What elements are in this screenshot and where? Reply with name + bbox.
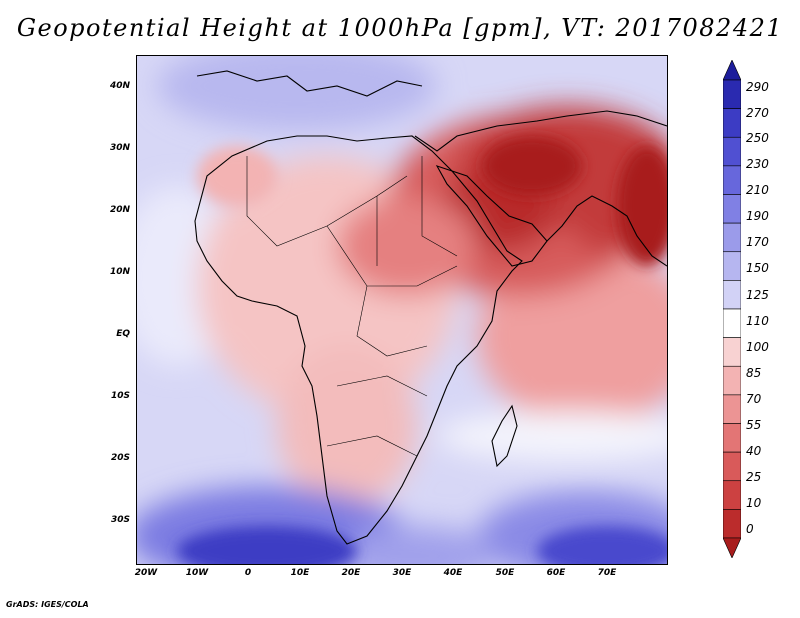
colorbar-label: 110 — [746, 314, 769, 328]
colorbar-segment — [723, 280, 741, 310]
map-area — [136, 55, 668, 565]
colorbar-label: 170 — [746, 235, 769, 249]
lon-label-70e: 70E — [597, 568, 617, 578]
colorbar-label: 250 — [746, 131, 769, 145]
colorbar-segment — [723, 308, 741, 338]
lon-label-0: 0 — [244, 568, 252, 578]
colorbar-label: 85 — [746, 366, 762, 380]
country-borders — [246, 156, 458, 457]
lat-label-10s: 10S — [110, 391, 130, 401]
lon-label-60e: 60E — [546, 568, 566, 578]
colorbar-segment — [723, 79, 741, 109]
colorbar-label: 210 — [746, 183, 769, 197]
colorbar-label: 150 — [746, 261, 769, 275]
colorbar-segment — [723, 365, 741, 396]
colorbar-label: 25 — [746, 470, 762, 484]
lon-label-30e: 30E — [392, 568, 412, 578]
colorbar-label: 290 — [746, 80, 769, 94]
lon-label-50e: 50E — [495, 568, 515, 578]
colorbar-segment — [723, 423, 741, 453]
lon-label-20e: 20E — [341, 568, 361, 578]
colorbar-label: 55 — [746, 418, 762, 432]
lat-label-eq: EQ — [116, 329, 130, 339]
colorbar-label: 40 — [746, 444, 762, 458]
colorbar-label: 70 — [746, 392, 762, 406]
colorbar-label: 230 — [746, 157, 769, 171]
lat-label-10n: 10N — [109, 267, 130, 277]
lat-label-30n: 30N — [109, 143, 130, 153]
lon-label-10w: 10W — [185, 568, 209, 578]
colorbar-label: 125 — [746, 288, 769, 302]
colorbar-segment — [723, 451, 741, 482]
lat-label-30s: 30S — [110, 515, 130, 525]
lat-label-20n: 20N — [109, 205, 130, 215]
coastline — [194, 70, 667, 545]
colorbar-segment — [723, 394, 741, 424]
colorbar-segment — [723, 165, 741, 195]
lon-label-20w: 20W — [134, 568, 158, 578]
lon-label-40e: 40E — [443, 568, 463, 578]
grads-credit: GrADS: IGES/COLA — [6, 600, 89, 609]
colorbar-label: 10 — [746, 496, 762, 510]
colorbar-segment — [723, 108, 741, 138]
colorbar-label: 190 — [746, 209, 769, 223]
colorbar-bottom-arrow — [723, 537, 741, 558]
lat-label-40n: 40N — [109, 81, 130, 91]
lon-label-10e: 10E — [290, 568, 310, 578]
colorbar-segment — [723, 222, 741, 253]
colorbar-top-arrow — [723, 60, 741, 81]
colorbar-segment — [723, 337, 741, 367]
lat-label-20s: 20S — [110, 453, 130, 463]
colorbar-segment — [723, 194, 741, 224]
chart-title: Geopotential Height at 1000hPa [gpm], VT… — [16, 14, 784, 42]
colorbar-label: 0 — [746, 522, 754, 536]
height-field — [137, 56, 667, 564]
colorbar-label: 270 — [746, 106, 769, 120]
colorbar-segment — [723, 509, 741, 539]
colorbar — [723, 60, 741, 558]
colorbar-label: 100 — [746, 340, 769, 354]
colorbar-segment — [723, 136, 741, 167]
colorbar-segment — [723, 480, 741, 510]
colorbar-segment — [723, 251, 741, 281]
